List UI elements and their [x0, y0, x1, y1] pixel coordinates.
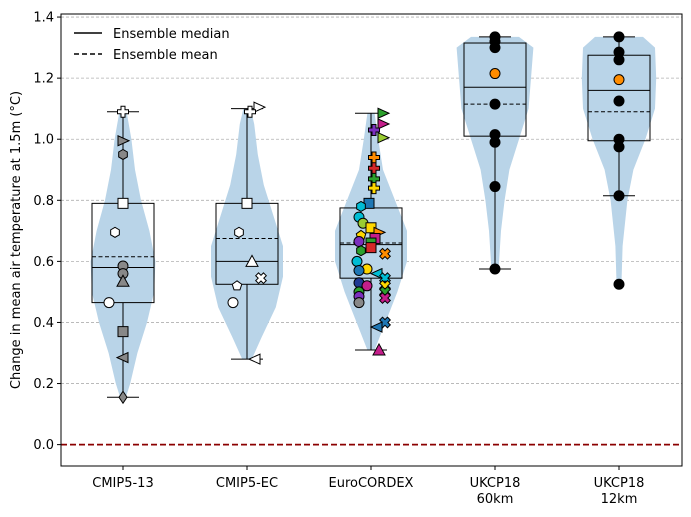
member-marker-triangle [245, 254, 259, 267]
member-marker-x [378, 292, 392, 305]
member-marker-plus [368, 182, 380, 195]
y-axis-label: Change in mean air temperature at 1.5m (… [9, 91, 24, 389]
member-marker-square [365, 242, 377, 254]
member-marker-circle [489, 181, 501, 193]
member-marker-circle [489, 68, 501, 80]
member-marker-circle [489, 42, 501, 54]
member-marker-circle [353, 297, 365, 309]
violin-0 [90, 111, 156, 399]
member-marker-tri-left [369, 321, 383, 333]
member-marker-triangle [116, 274, 130, 287]
member-marker-plus [244, 105, 256, 118]
member-marker-plus [368, 124, 380, 137]
member-marker-x [378, 247, 392, 260]
member-marker-square [241, 197, 253, 209]
member-marker-circle [613, 54, 625, 66]
y-tick-label: 1.2 [33, 72, 54, 87]
member-marker-square [117, 197, 129, 209]
member-marker-circle [489, 136, 501, 148]
x-tick-label: EuroCORDEX [329, 476, 414, 491]
y-tick-label: 0.4 [33, 316, 54, 331]
x-tick-label: 12km [601, 492, 638, 507]
member-marker-tri-right [377, 118, 391, 130]
member-marker-x-group [254, 272, 268, 285]
x-tick-label: CMIP5-EC [216, 476, 278, 491]
member-marker-hexagon [356, 245, 366, 257]
y-axis-ticks: 0.0 0.2 0.4 0.6 0.8 1.0 1.2 1.4 [33, 11, 61, 453]
member-marker-diamond [118, 390, 128, 405]
member-marker-circle [227, 297, 239, 309]
y-tick-label: 1.4 [33, 11, 54, 26]
x-tick-label: 60km [477, 492, 514, 507]
member-marker-hexagon [356, 200, 366, 212]
member-marker-square [117, 326, 129, 338]
member-marker-triangle [372, 342, 386, 356]
member-marker-pentagon [231, 280, 243, 291]
member-marker-circle [351, 255, 363, 267]
member-marker-circle [613, 190, 625, 202]
x-tick-label: UKCP18 [594, 476, 645, 491]
member-marker-x-group [378, 247, 392, 260]
y-tick-label: 1.0 [33, 133, 54, 148]
member-marker-plus [117, 105, 129, 118]
member-marker-tri-left [247, 353, 261, 365]
violins [90, 36, 657, 399]
member-marker-circle [613, 141, 625, 153]
y-tick-label: 0.0 [33, 438, 54, 453]
member-marker-tri-right [253, 101, 267, 113]
x-axis-ticks: CMIP5-13 CMIP5-EC EuroCORDEX UKCP1860kmUKCP… [92, 466, 644, 507]
member-marker-tri-right [117, 134, 131, 147]
member-marker-circle [353, 236, 365, 248]
x-tick-label: CMIP5-13 [92, 476, 153, 491]
member-marker-tri-left [115, 351, 129, 364]
y-tick-label: 0.2 [33, 377, 54, 392]
member-marker-hexagon [110, 226, 120, 238]
legend-median-label: Ensemble median [113, 27, 230, 42]
member-marker-hexagon [234, 226, 244, 238]
legend: Ensemble median Ensemble mean [74, 27, 230, 63]
member-marker-x [254, 272, 268, 285]
member-marker-circle [103, 297, 115, 309]
y-tick-label: 0.8 [33, 194, 54, 209]
member-marker-circle [489, 98, 501, 110]
member-marker-x-group [378, 292, 392, 305]
member-marker-tri-right [377, 131, 391, 144]
member-marker-circle [613, 74, 625, 86]
violin-1 [211, 108, 283, 360]
member-marker-tri-right [377, 107, 391, 120]
ensemble-members [103, 31, 625, 405]
x-tick-label: UKCP18 [470, 476, 521, 491]
member-marker-circle [613, 95, 625, 107]
member-marker-circle [353, 265, 365, 277]
member-marker-circle [489, 263, 501, 275]
member-marker-circle [613, 31, 625, 43]
y-tick-label: 0.6 [33, 255, 54, 270]
legend-mean-label: Ensemble mean [113, 48, 218, 63]
member-marker-circle [613, 278, 625, 290]
member-marker-hexagon [118, 148, 128, 161]
member-marker-circle [361, 280, 373, 292]
